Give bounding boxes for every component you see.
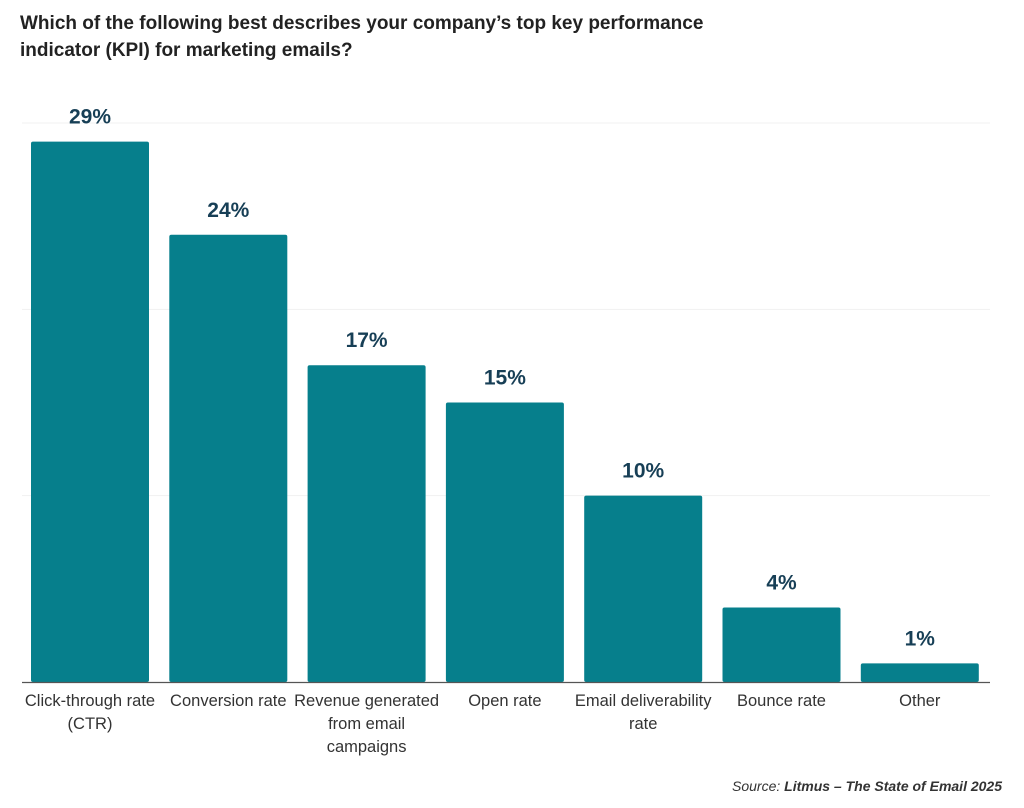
- category-label: Open rate: [468, 692, 542, 710]
- chart-title: Which of the following best describes yo…: [20, 13, 704, 61]
- bar: [169, 234, 288, 683]
- category-label: Revenue generated from email campaigns: [294, 692, 440, 756]
- data-label: 24%: [207, 199, 249, 222]
- data-label: 1%: [905, 627, 936, 650]
- source-name: Litmus – The State of Email 2025: [784, 778, 1002, 794]
- data-label: 15%: [484, 367, 526, 390]
- category-label: Email deliverability rate: [574, 692, 712, 733]
- bar: [722, 607, 841, 682]
- source-note: Source: Litmus – The State of Email 2025: [732, 778, 1002, 794]
- category-label: Other: [899, 692, 941, 710]
- source-prefix: Source:: [732, 778, 785, 794]
- data-label: 17%: [346, 329, 388, 352]
- category-label: Bounce rate: [737, 692, 826, 710]
- bar: [860, 663, 979, 682]
- data-label: 29%: [69, 106, 111, 129]
- bar: [445, 402, 564, 682]
- data-label: 4%: [766, 571, 797, 594]
- bar: [584, 495, 703, 682]
- category-label: Click-through rate (CTR): [24, 692, 156, 733]
- category-label: Conversion rate: [170, 692, 287, 710]
- bar: [307, 365, 426, 682]
- bar: [31, 141, 149, 683]
- data-label: 10%: [622, 460, 664, 483]
